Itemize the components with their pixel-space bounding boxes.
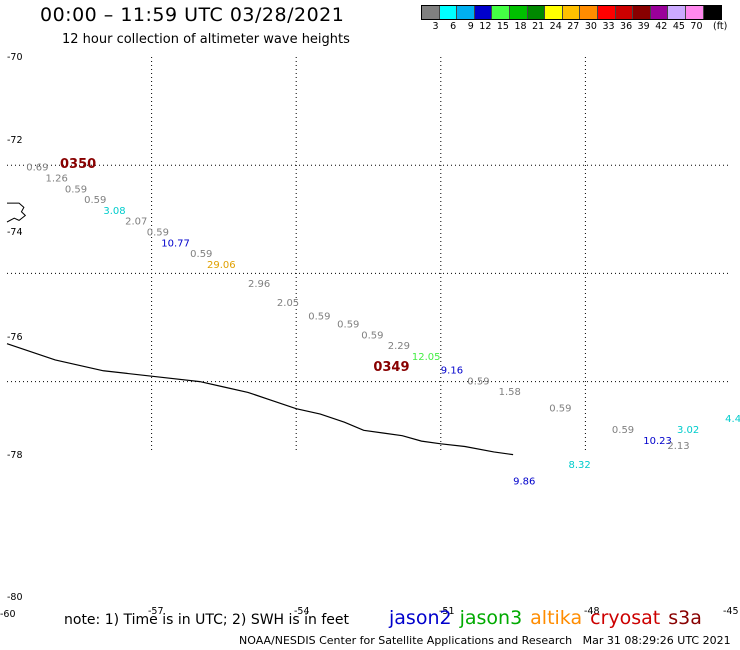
wave-height-label: 10.77 (161, 238, 190, 249)
page-title: 00:00 – 11:59 UTC 03/28/2021 (40, 4, 345, 26)
wave-height-label: 0.59 (337, 320, 359, 331)
color-swatch (668, 6, 686, 19)
color-tick-label: 9 (467, 21, 474, 32)
wave-height-label: 0.59 (361, 330, 383, 341)
wave-height-label: 0.59 (190, 249, 212, 260)
color-swatch (474, 6, 493, 19)
legend-jason2: jason2 (389, 607, 452, 629)
color-swatch (457, 6, 475, 19)
island-outline (6, 202, 27, 223)
wave-height-label: 2.13 (667, 441, 689, 452)
color-swatch (633, 6, 651, 19)
color-swatch (527, 6, 546, 19)
lon-label: -51 (439, 606, 455, 617)
color-scale-bar (421, 5, 723, 20)
lat-label: -70 (7, 52, 23, 63)
wave-height-label: 2.07 (125, 217, 147, 228)
wave-height-label: 2.05 (277, 298, 299, 309)
color-tick-label: 12 (479, 21, 492, 32)
wave-height-label: 2.29 (388, 341, 410, 352)
color-tick-label: 36 (620, 21, 633, 32)
color-tick-label: 6 (450, 21, 457, 32)
lon-label: -45 (723, 606, 739, 617)
wave-height-label: 3.08 (103, 206, 125, 217)
lon-label: -54 (294, 606, 310, 617)
color-swatch (492, 6, 510, 19)
legend-jason3: jason3 (459, 607, 523, 629)
color-swatch (439, 6, 458, 19)
wave-height-label: 1.26 (46, 173, 68, 184)
color-swatch (545, 6, 563, 19)
color-swatch (422, 6, 440, 19)
timestamp-text: Mar 31 08:29:26 UTC 2021 (582, 634, 731, 647)
legend-s3a: s3a (668, 607, 702, 629)
color-tick-label: 21 (532, 21, 545, 32)
color-swatch (562, 6, 581, 19)
color-tick-label: 27 (567, 21, 580, 32)
lon-label: -60 (0, 609, 16, 620)
ice-shelf-coastline (6, 343, 514, 456)
wave-height-label: 8.32 (569, 460, 591, 471)
satellite-legend: jason2 jason3 altika cryosat s3a (389, 607, 710, 629)
color-tick-label: 18 (514, 21, 527, 32)
wave-height-label: 0.59 (84, 195, 106, 206)
wave-height-label: 0.59 (147, 228, 169, 239)
color-scale-unit: (ft) (713, 21, 728, 32)
wave-height-label: 9.86 (513, 476, 535, 487)
wave-height-label: 3.02 (677, 425, 699, 436)
lat-label: -74 (7, 227, 23, 238)
wave-height-label: 2.96 (248, 279, 270, 290)
page-subtitle: 12 hour collection of altimeter wave hei… (62, 32, 350, 47)
note-text: note: 1) Time is in UTC; 2) SWH is in fe… (64, 612, 350, 628)
lat-label: -72 (7, 135, 23, 146)
wave-height-label: 10.23 (643, 436, 672, 447)
color-tick-label: 24 (549, 21, 562, 32)
wave-height-label: 0.59 (65, 184, 87, 195)
legend-cryosat: cryosat (590, 607, 661, 629)
color-swatch (509, 6, 528, 19)
footer-credit: NOAA/NESDIS Center for Satellite Applica… (239, 634, 731, 647)
credit-text: NOAA/NESDIS Center for Satellite Applica… (239, 634, 573, 647)
color-scale-ticks: 3 6 9 12 15 18 21 24 27 30 33 36 39 42 45 70 (421, 21, 703, 32)
lat-label: -78 (7, 450, 23, 461)
color-swatch (597, 6, 616, 19)
color-swatch (685, 6, 704, 19)
wave-height-label: 0.59 (467, 376, 489, 387)
color-swatch (650, 6, 669, 19)
color-tick-label: 3 (432, 21, 439, 32)
lat-label: -76 (7, 332, 23, 343)
lon-label: -57 (148, 606, 164, 617)
color-tick-label: 15 (496, 21, 509, 32)
color-swatch (615, 6, 634, 19)
color-tick-label: 45 (672, 21, 685, 32)
color-tick-label: 30 (584, 21, 597, 32)
lon-label: -48 (584, 606, 600, 617)
wave-height-label: 0.59 (308, 311, 330, 322)
color-tick-label: 70 (690, 21, 703, 32)
color-tick-label: 33 (602, 21, 615, 32)
wave-height-label: 0.59 (549, 403, 571, 414)
wave-height-label: 9.16 (441, 365, 463, 376)
pass-time-label: 0349 (373, 360, 409, 375)
wave-height-label: 29.06 (207, 260, 236, 271)
legend-altika: altika (530, 607, 583, 629)
color-swatch (580, 6, 598, 19)
wave-height-label: 1.58 (499, 387, 521, 398)
pass-time-label: 0350 (60, 157, 96, 172)
wave-height-label: 0.59 (612, 425, 634, 436)
wave-height-label: 4.46 (725, 414, 740, 425)
color-tick-label: 39 (637, 21, 650, 32)
lat-label: -80 (7, 592, 23, 603)
wave-height-label: 0.69 (26, 163, 48, 174)
color-swatch (703, 6, 722, 19)
wave-height-label: 12.05 (412, 352, 441, 363)
color-tick-label: 42 (655, 21, 668, 32)
